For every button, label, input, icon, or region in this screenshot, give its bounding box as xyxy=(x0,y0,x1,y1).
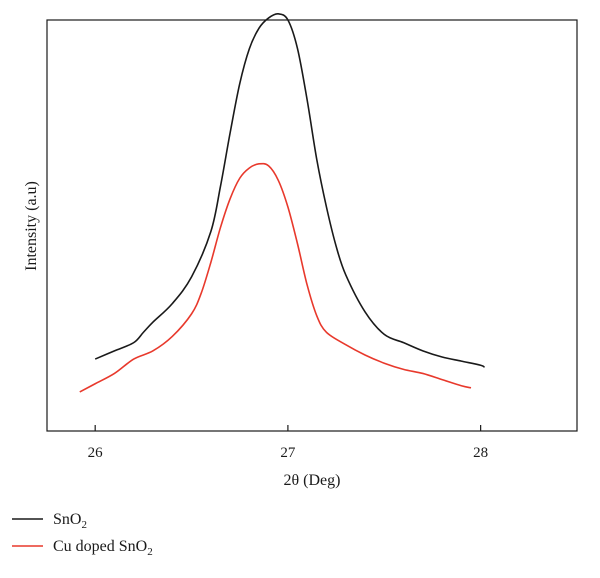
series-line-2 xyxy=(79,162,472,393)
x-tick-label: 28 xyxy=(473,445,488,461)
x-tick-label: 26 xyxy=(88,445,104,461)
x-tick-label: 27 xyxy=(280,445,296,461)
plot-frame xyxy=(46,19,578,432)
series-line-1 xyxy=(94,13,485,369)
legend: SnO2 Cu doped SnO2 xyxy=(12,511,153,558)
series-layer xyxy=(79,13,485,393)
x-axis-label: 2θ (Deg) xyxy=(284,472,341,489)
legend-label-2: Cu doped SnO2 xyxy=(53,538,153,558)
legend-label-1: SnO2 xyxy=(53,511,87,531)
y-axis-label: Intensity (a.u) xyxy=(23,181,40,271)
x-axis-ticks: 26 27 28 xyxy=(88,425,488,461)
